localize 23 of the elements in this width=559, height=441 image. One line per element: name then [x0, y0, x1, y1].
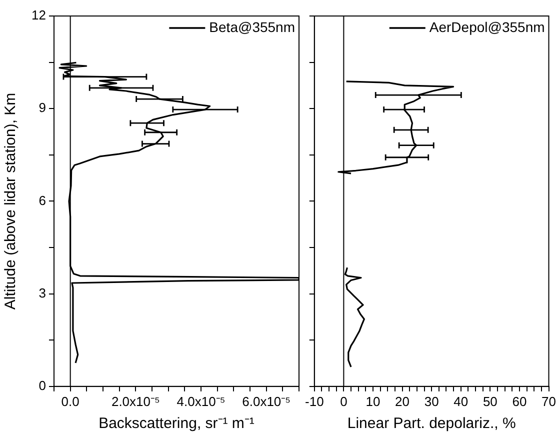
x-tick-label: 0 — [340, 394, 348, 409]
x-tick-label: 10 — [366, 394, 380, 409]
x-tick-label: -10 — [304, 394, 324, 409]
x-tick-label: 4.0x10⁻⁵ — [176, 394, 226, 409]
x-tick-label: 20 — [395, 394, 410, 409]
y-tick-label: 6 — [38, 192, 46, 208]
y-tick-label: 0 — [38, 378, 46, 393]
legend-label: AerDepol@355nm — [429, 18, 545, 35]
legend-label: Beta@355nm — [209, 18, 296, 35]
x-tick-label: 70 — [542, 394, 556, 409]
x-axis-title: Backscattering, sr⁻¹ m⁻¹ — [98, 415, 254, 432]
y-tick-label: 3 — [38, 285, 46, 300]
y-tick-label: 9 — [38, 100, 46, 116]
y-axis-title: Altitude (above lidar station), Km — [2, 92, 20, 310]
x-tick-label: 30 — [424, 394, 439, 409]
x-tick-label: 0.0 — [61, 394, 80, 409]
x-tick-label: 50 — [482, 394, 498, 409]
y-tick-label: 12 — [32, 8, 46, 23]
x-tick-label: 40 — [454, 394, 468, 409]
x-tick-label: 6.0x10⁻⁵ — [242, 394, 291, 409]
x-tick-label: 60 — [512, 394, 527, 409]
x-axis-title: Linear Part. depolariz., % — [347, 415, 516, 432]
x-tick-label: 2.0x10⁻⁵ — [111, 394, 160, 409]
